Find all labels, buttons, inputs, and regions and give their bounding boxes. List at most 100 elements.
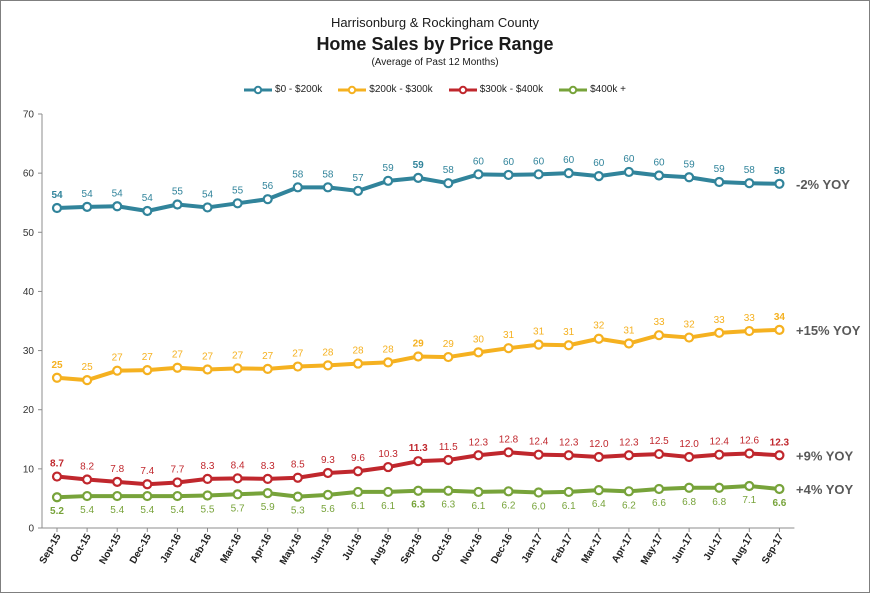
data-label-s3-12: 6.3 [411, 500, 425, 511]
data-point-s3-19 [623, 486, 635, 497]
data-point-s1-0 [51, 372, 63, 383]
data-point-s1-8 [292, 361, 303, 372]
data-point-s1-14 [473, 347, 484, 358]
data-label-s2-4: 7.7 [170, 464, 184, 475]
data-label-s1-2: 27 [112, 353, 124, 364]
data-point-s0-15 [503, 169, 514, 181]
data-point-s3-10 [352, 486, 364, 498]
data-point-s2-22 [714, 449, 725, 460]
data-label-s1-24: 34 [774, 312, 786, 323]
data-label-s1-4: 27 [172, 350, 184, 361]
data-point-s2-12 [413, 456, 424, 467]
data-label-s0-22: 59 [714, 164, 726, 175]
data-label-s2-1: 8.2 [80, 462, 94, 473]
data-label-s0-10: 57 [352, 173, 364, 184]
legend-item-400k-plus: $400k + [559, 84, 626, 95]
data-label-s2-10: 9.6 [351, 453, 365, 464]
data-point-s1-21 [683, 332, 695, 343]
data-label-s1-0: 25 [51, 360, 63, 371]
data-point-s2-2 [112, 476, 123, 487]
data-label-s0-3: 54 [142, 193, 154, 204]
legend-marker-400k-plus [559, 85, 588, 94]
data-point-s3-20 [653, 483, 665, 495]
data-label-s1-1: 25 [82, 362, 94, 373]
data-label-s0-1: 54 [82, 189, 94, 200]
data-point-s1-22 [714, 327, 725, 338]
data-point-s0-8 [292, 182, 303, 193]
data-point-s3-15 [503, 486, 514, 497]
chart-title: Home Sales by Price Range [316, 34, 554, 54]
x-tick-label-apr-16: Apr-16 [249, 532, 275, 565]
data-point-s3-5 [202, 490, 213, 501]
data-point-s1-20 [653, 330, 665, 341]
data-label-s0-0: 54 [51, 190, 63, 201]
legend-label-200k-300k: $200k - $300k [369, 84, 433, 95]
data-point-s2-17 [563, 450, 574, 461]
data-point-s1-10 [352, 358, 364, 369]
data-point-s3-7 [262, 488, 273, 499]
y-tick-label-60: 60 [23, 169, 35, 180]
data-point-s3-17 [563, 486, 574, 498]
data-label-s0-11: 59 [383, 163, 395, 174]
data-label-s2-2: 7.8 [110, 464, 124, 475]
data-point-s2-18 [593, 451, 604, 463]
data-point-s3-6 [232, 489, 243, 500]
data-label-s1-12: 29 [413, 338, 425, 349]
data-label-s1-17: 31 [563, 327, 575, 338]
data-point-s1-15 [503, 343, 514, 354]
data-point-s0-24 [774, 178, 785, 189]
data-point-s0-10 [352, 185, 364, 196]
data-point-s1-9 [322, 360, 333, 371]
data-point-s1-24 [774, 324, 785, 335]
data-point-s1-1 [81, 375, 93, 386]
data-label-s0-2: 54 [112, 188, 124, 199]
data-point-s3-3 [142, 490, 153, 502]
x-tick-label-may-17: May-17 [639, 532, 666, 567]
data-label-s3-23: 7.1 [742, 495, 756, 506]
data-point-s2-16 [533, 449, 544, 460]
data-label-s3-5: 5.5 [201, 504, 215, 515]
data-point-s3-14 [473, 486, 484, 498]
y-tick-label-0: 0 [28, 524, 34, 535]
x-tick-label-feb-17: Feb-17 [550, 532, 576, 566]
x-tick-label-mar-17: Mar-17 [580, 532, 606, 566]
x-tick-label-dec-16: Dec-16 [489, 532, 515, 566]
data-point-s0-1 [81, 201, 93, 212]
y-tick-label-30: 30 [23, 346, 35, 357]
data-point-s1-4 [172, 362, 183, 373]
data-label-s3-19: 6.2 [622, 500, 636, 511]
data-label-s3-1: 5.4 [80, 505, 94, 516]
x-tick-label-jun-17: Jun-17 [670, 532, 696, 566]
data-label-s2-6: 8.4 [231, 460, 245, 471]
x-tick-label-aug-16: Aug-16 [368, 532, 395, 567]
data-point-s2-10 [352, 466, 364, 477]
legend-label-300k-400k: $300k - $400k [479, 84, 544, 95]
data-point-s0-0 [51, 202, 63, 214]
data-point-s0-2 [112, 201, 123, 212]
data-label-s0-4: 55 [172, 186, 184, 197]
data-label-s2-21: 12.0 [679, 439, 699, 450]
data-point-s1-12 [413, 351, 424, 362]
x-tick-label-feb-16: Feb-16 [188, 532, 214, 566]
data-label-s2-3: 7.4 [140, 466, 154, 477]
data-label-s3-18: 6.4 [592, 499, 606, 510]
data-label-s2-11: 10.3 [378, 449, 398, 460]
x-tick-label-sep-16: Sep-16 [399, 532, 425, 566]
data-label-s0-23: 58 [744, 165, 756, 176]
data-label-s1-9: 28 [322, 347, 334, 358]
data-point-s0-20 [653, 170, 665, 181]
data-label-s0-18: 60 [593, 158, 605, 169]
data-label-s3-14: 6.1 [471, 501, 485, 512]
data-label-s2-13: 11.5 [439, 442, 458, 453]
yoy-label-s3: +4% YOY [796, 482, 854, 497]
data-point-s3-1 [81, 490, 93, 502]
data-point-s0-18 [593, 171, 604, 182]
data-label-s2-7: 8.3 [261, 461, 275, 472]
data-point-s3-0 [51, 492, 63, 503]
data-label-s2-20: 12.5 [649, 436, 669, 447]
legend-marker-300k-400k [448, 85, 477, 94]
data-point-s2-14 [473, 450, 484, 461]
legend-item-300k-400k: $300k - $400k [448, 84, 544, 95]
x-tick-label-jun-16: Jun-16 [309, 532, 335, 566]
